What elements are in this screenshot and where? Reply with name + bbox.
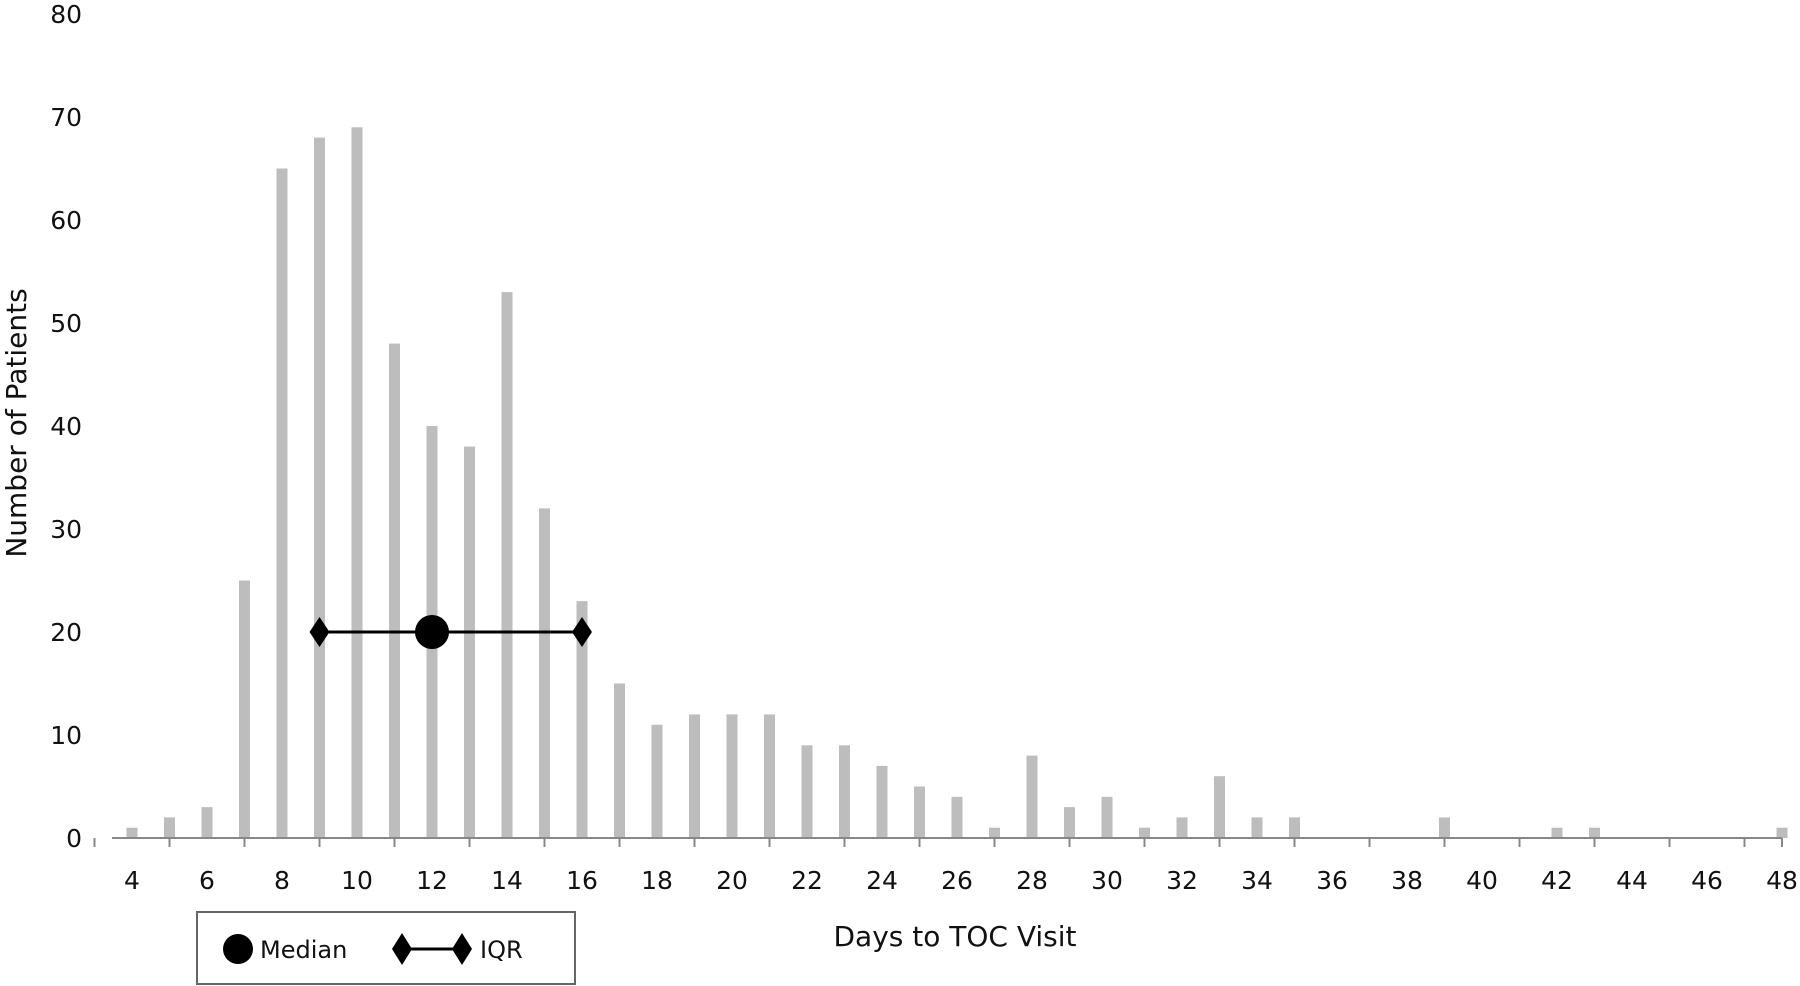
bar xyxy=(801,745,813,838)
x-tick-label: 26 xyxy=(941,866,973,895)
iqr-marker xyxy=(309,615,592,649)
y-tick-label: 50 xyxy=(50,309,82,338)
y-axis-title: Number of Patients xyxy=(0,288,33,557)
bar xyxy=(539,508,550,838)
bar xyxy=(126,827,138,838)
bars xyxy=(126,127,1788,839)
bar xyxy=(1439,817,1450,838)
x-tick-label: 24 xyxy=(866,866,898,895)
bar xyxy=(914,786,925,838)
bar xyxy=(764,714,775,838)
bar xyxy=(1139,827,1150,838)
bar xyxy=(726,714,738,838)
bar xyxy=(1101,796,1113,838)
x-tick-label: 18 xyxy=(641,866,673,895)
x-tick-label: 28 xyxy=(1016,866,1048,895)
y-tick-label: 80 xyxy=(50,0,82,29)
x-tick-label: 8 xyxy=(274,866,290,895)
legend-iqr-diamond-left xyxy=(392,933,412,965)
bar xyxy=(576,601,588,838)
bar xyxy=(239,580,250,838)
x-tick-label: 46 xyxy=(1691,866,1723,895)
median-marker xyxy=(415,615,449,649)
x-tick-label: 40 xyxy=(1466,866,1498,895)
x-tick-label: 30 xyxy=(1091,866,1123,895)
bar xyxy=(1589,827,1600,838)
y-tick-label: 10 xyxy=(50,721,82,750)
x-tick-label: 42 xyxy=(1541,866,1573,895)
bar xyxy=(201,807,213,838)
x-tick-label: 4 xyxy=(124,866,140,895)
bar xyxy=(614,683,625,838)
bar xyxy=(989,827,1000,838)
bar xyxy=(651,724,663,838)
bar xyxy=(1214,776,1225,838)
x-tick-label: 6 xyxy=(199,866,215,895)
bar xyxy=(1064,807,1075,838)
bar xyxy=(164,817,175,838)
y-tick-label: 60 xyxy=(50,206,82,235)
x-tick-label: 32 xyxy=(1166,866,1198,895)
iqr-low-marker xyxy=(309,617,330,647)
y-tick-label: 70 xyxy=(50,103,82,132)
y-tick-label: 30 xyxy=(50,515,82,544)
legend-median-marker xyxy=(223,934,253,964)
x-tick-label: 20 xyxy=(716,866,748,895)
bar xyxy=(1176,817,1188,838)
bar xyxy=(389,343,400,838)
x-tick-label: 12 xyxy=(416,866,448,895)
x-axis-ticks: 4 6 8 10 12 14 16 18 20 22 24 26 28 30 32 34 36 38 40 42 44 4… xyxy=(93,838,1798,895)
y-tick-label: 20 xyxy=(50,618,82,647)
legend-median-label: Median xyxy=(260,936,347,964)
bar xyxy=(276,168,288,838)
x-tick-label: 38 xyxy=(1391,866,1423,895)
bar xyxy=(1776,827,1788,838)
y-axis-ticks: 0 10 20 30 40 50 60 70 80 xyxy=(50,0,82,853)
bar xyxy=(314,137,325,839)
bar xyxy=(839,745,850,838)
x-axis-title: Days to TOC Visit xyxy=(833,920,1076,953)
bar xyxy=(351,127,363,839)
iqr-high-marker xyxy=(572,617,592,647)
bar xyxy=(1251,817,1263,838)
y-tick-label: 0 xyxy=(66,824,82,853)
bar xyxy=(464,446,475,838)
legend-iqr-diamond-right xyxy=(452,933,472,965)
bar xyxy=(1289,817,1300,838)
x-tick-label: 34 xyxy=(1241,866,1273,895)
x-tick-label: 22 xyxy=(791,866,823,895)
x-tick-label: 14 xyxy=(491,866,523,895)
bar xyxy=(501,292,513,839)
x-tick-label: 10 xyxy=(341,866,373,895)
x-tick-label: 36 xyxy=(1316,866,1348,895)
bar xyxy=(1551,827,1563,838)
x-tick-label: 44 xyxy=(1616,866,1648,895)
bar xyxy=(689,714,700,838)
bar xyxy=(951,796,963,838)
x-tick-label: 48 xyxy=(1766,866,1798,895)
legend-iqr-label: IQR xyxy=(480,936,523,964)
bar xyxy=(1026,755,1038,838)
legend-box xyxy=(196,911,576,985)
y-tick-label: 40 xyxy=(50,412,82,441)
x-tick-label: 16 xyxy=(566,866,598,895)
legend: Median IQR xyxy=(196,911,576,985)
bar xyxy=(876,765,888,838)
